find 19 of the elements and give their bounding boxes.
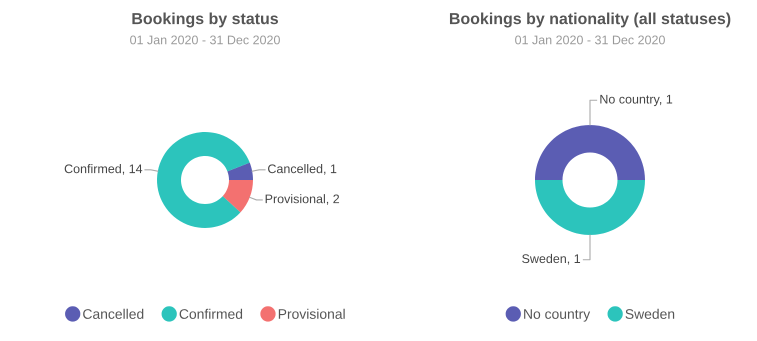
legend-label: No country (524, 309, 590, 322)
chart-subtitle: 01 Jan 2020 - 31 Dec 2020 (130, 36, 280, 44)
donut-slice (222, 180, 253, 212)
data-label: Provisional, 2 (266, 194, 340, 205)
chart-title: Bookings by nationality (all statuses) (450, 12, 730, 28)
chart-subtitle: 01 Jan 2020 - 31 Dec 2020 (515, 36, 665, 44)
legend-label: Cancelled (83, 308, 144, 319)
data-label: Confirmed, 14 (64, 164, 142, 175)
legend-label: Sweden (626, 308, 674, 319)
data-label: Cancelled, 1 (268, 164, 336, 175)
data-label: No country, 1 (600, 94, 672, 106)
donut-slice (535, 125, 645, 180)
legend-label: Provisional (278, 308, 345, 319)
legend-label: Confirmed (180, 308, 242, 319)
donut-slice (227, 162, 253, 180)
donut-slice (535, 180, 645, 235)
chart-title: Bookings by status (132, 12, 278, 28)
donut-slice (157, 132, 250, 228)
data-label: Sweden, 1 (522, 254, 580, 265)
